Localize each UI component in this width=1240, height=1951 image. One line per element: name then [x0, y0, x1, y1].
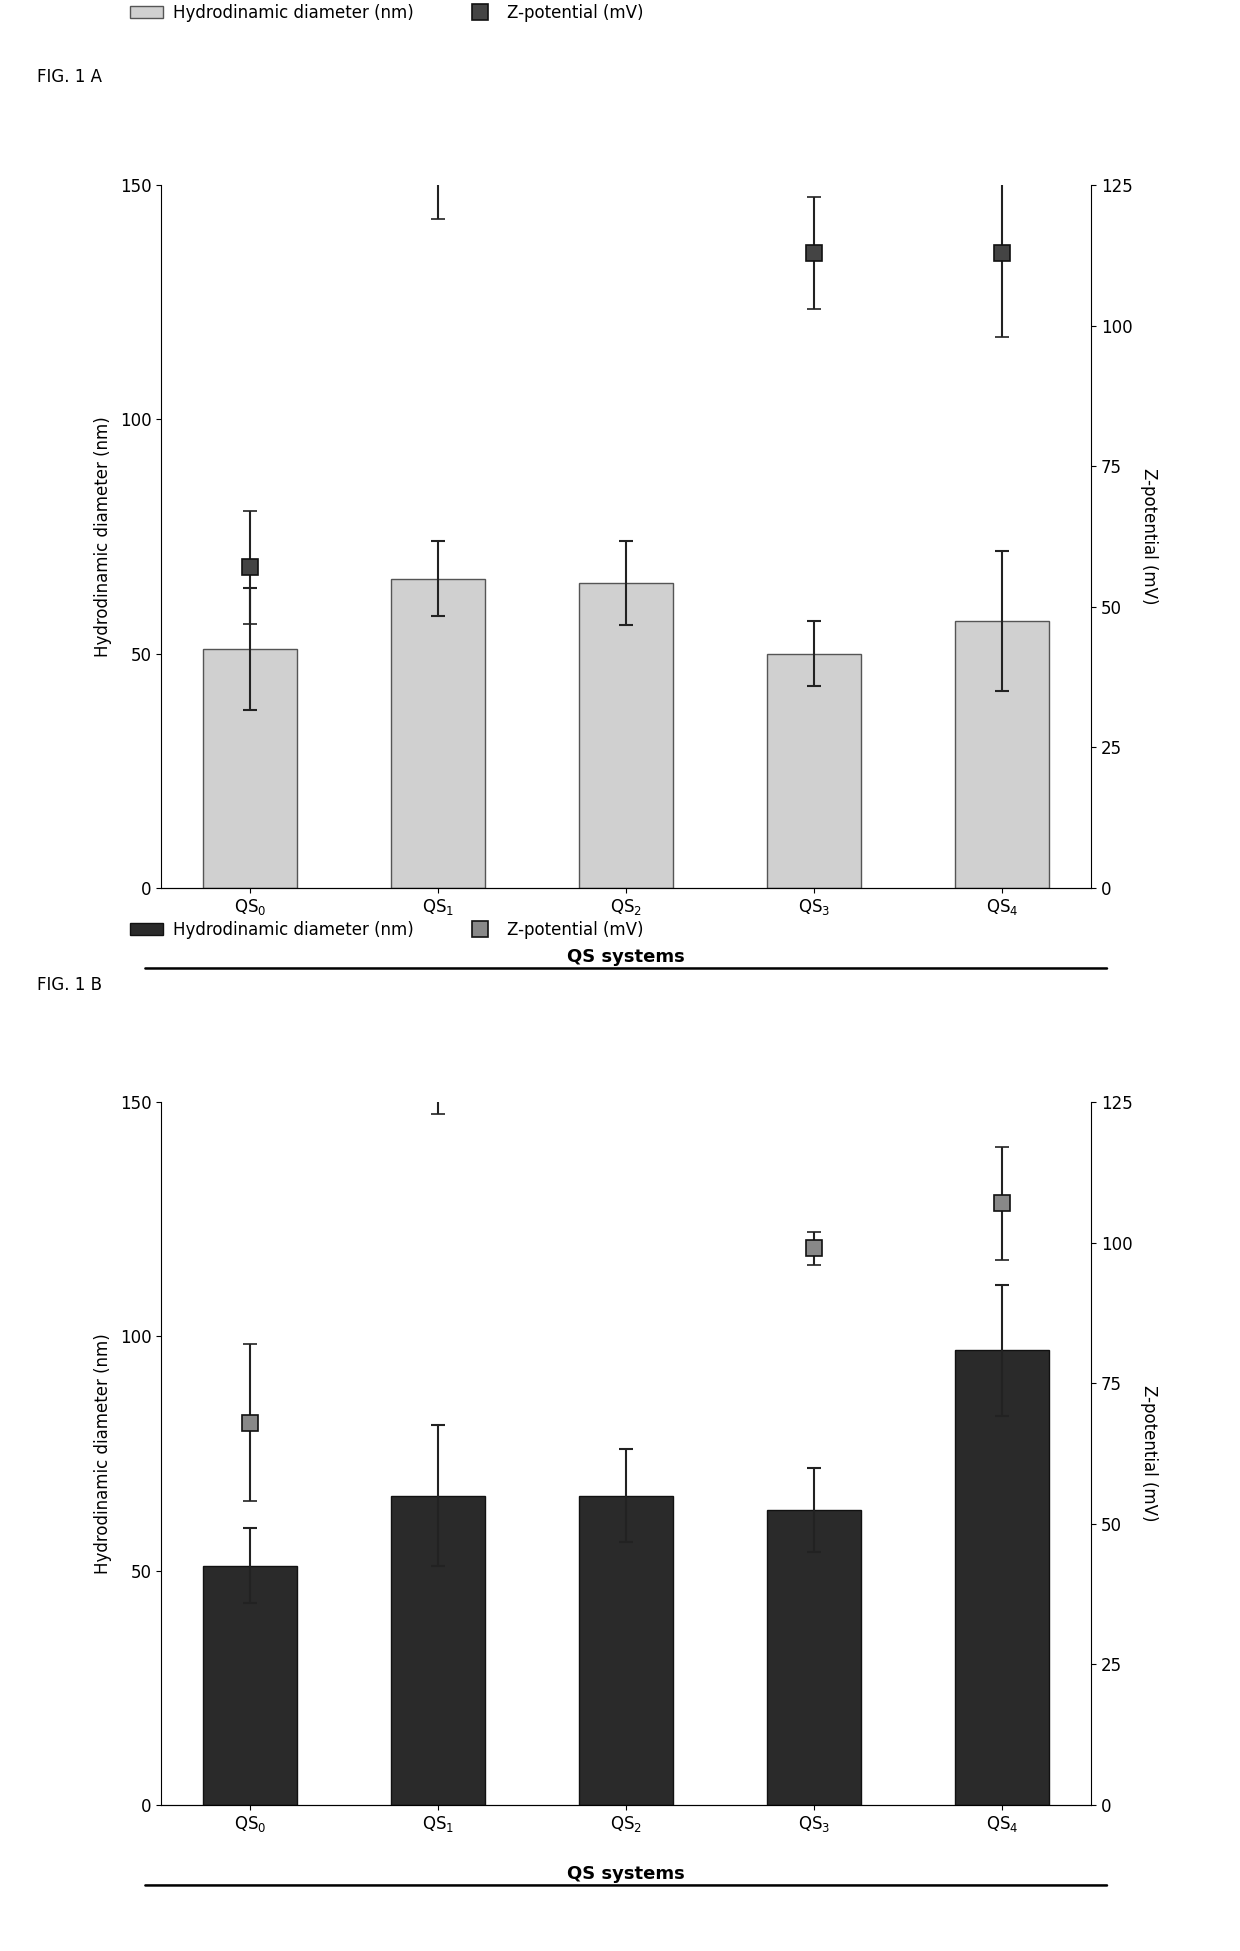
Legend: Hydrodinamic diameter (nm), Z-potential (mV): Hydrodinamic diameter (nm), Z-potential … — [123, 913, 650, 946]
Bar — [203, 650, 298, 888]
Y-axis label: Z-potential (mV): Z-potential (mV) — [1140, 1385, 1158, 1522]
Bar — [768, 1510, 861, 1805]
Text: FIG. 1 A: FIG. 1 A — [37, 68, 102, 86]
Y-axis label: Z-potential (mV): Z-potential (mV) — [1140, 468, 1158, 605]
Legend: Hydrodinamic diameter (nm), Z-potential (mV): Hydrodinamic diameter (nm), Z-potential … — [123, 0, 650, 29]
Bar — [392, 1496, 485, 1805]
Bar — [768, 654, 861, 888]
Bar — [579, 1496, 673, 1805]
X-axis label: QS systems: QS systems — [568, 1865, 684, 1883]
Bar — [203, 1567, 298, 1805]
Text: FIG. 1 B: FIG. 1 B — [37, 976, 102, 993]
Y-axis label: Hydrodinamic diameter (nm): Hydrodinamic diameter (nm) — [93, 416, 112, 657]
Bar — [579, 583, 673, 888]
Bar — [955, 620, 1049, 888]
Bar — [955, 1350, 1049, 1805]
Y-axis label: Hydrodinamic diameter (nm): Hydrodinamic diameter (nm) — [93, 1333, 112, 1574]
X-axis label: QS systems: QS systems — [568, 948, 684, 966]
Bar — [392, 579, 485, 888]
